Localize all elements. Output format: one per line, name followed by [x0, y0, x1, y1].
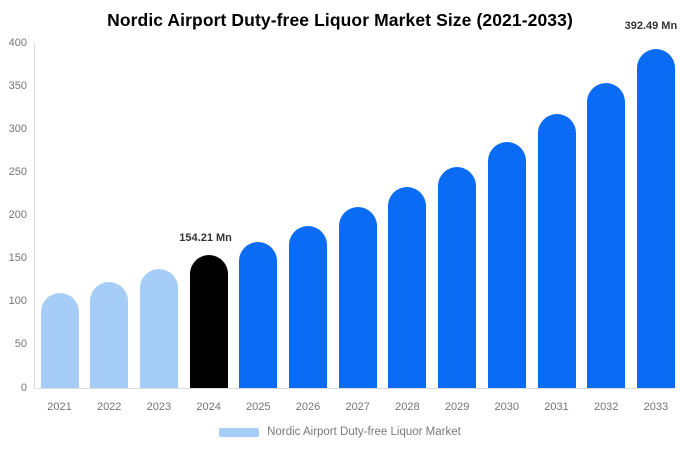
x-tick-label-2033: 2033 — [643, 401, 669, 413]
y-tick-label: 350 — [8, 79, 27, 92]
bar-2028 — [388, 187, 427, 388]
x-tick-label-2032: 2032 — [593, 401, 619, 413]
chart-title: Nordic Airport Duty-free Liquor Market S… — [107, 10, 573, 30]
y-tick-label: 250 — [8, 165, 27, 178]
x-tick-label-2027: 2027 — [345, 401, 370, 413]
y-tick-label: 400 — [8, 36, 27, 49]
y-axis-line — [34, 43, 35, 388]
y-tick-label: 300 — [8, 122, 27, 135]
x-axis-baseline — [34, 388, 676, 389]
x-tick-label-2031: 2031 — [544, 401, 569, 413]
y-tick-label: 50 — [14, 338, 27, 351]
x-tick-label-2026: 2026 — [295, 401, 321, 413]
x-tick-label-2024: 2024 — [196, 401, 221, 413]
x-tick-label-2021: 2021 — [47, 401, 72, 413]
x-tick-label-2029: 2029 — [444, 401, 470, 413]
bar-2030 — [487, 141, 526, 388]
bar-value-label-2024: 154.21 Mn — [179, 231, 232, 244]
bar-2029 — [438, 167, 477, 388]
bar-2033 — [636, 49, 675, 388]
x-tick-label-2025: 2025 — [246, 401, 271, 413]
x-tick-label-2023: 2023 — [146, 401, 172, 413]
y-tick-label: 100 — [8, 295, 27, 308]
bar-2025 — [239, 242, 278, 388]
x-tick-label-2030: 2030 — [494, 401, 520, 413]
bar-2026 — [289, 226, 327, 388]
y-tick-label: 200 — [8, 209, 27, 221]
bar-2022 — [90, 281, 129, 388]
x-tick-label-2022: 2022 — [96, 401, 122, 413]
y-tick-label: 0 — [20, 381, 27, 394]
legend-label: Nordic Airport Duty-free Liquor Market — [267, 426, 461, 438]
bar-2027 — [338, 207, 377, 388]
legend: Nordic Airport Duty-free Liquor Market — [0, 426, 680, 438]
bar-value-label-2033: 392.49 Mn — [624, 20, 678, 33]
bar-2023 — [139, 269, 178, 388]
bar-2021 — [40, 293, 79, 388]
bar-2024 — [189, 254, 228, 388]
bar-2032 — [587, 83, 626, 388]
legend-swatch — [219, 427, 260, 437]
y-tick-label: 150 — [8, 252, 27, 265]
bar-2031 — [537, 114, 576, 388]
x-tick-label-2028: 2028 — [395, 401, 420, 413]
